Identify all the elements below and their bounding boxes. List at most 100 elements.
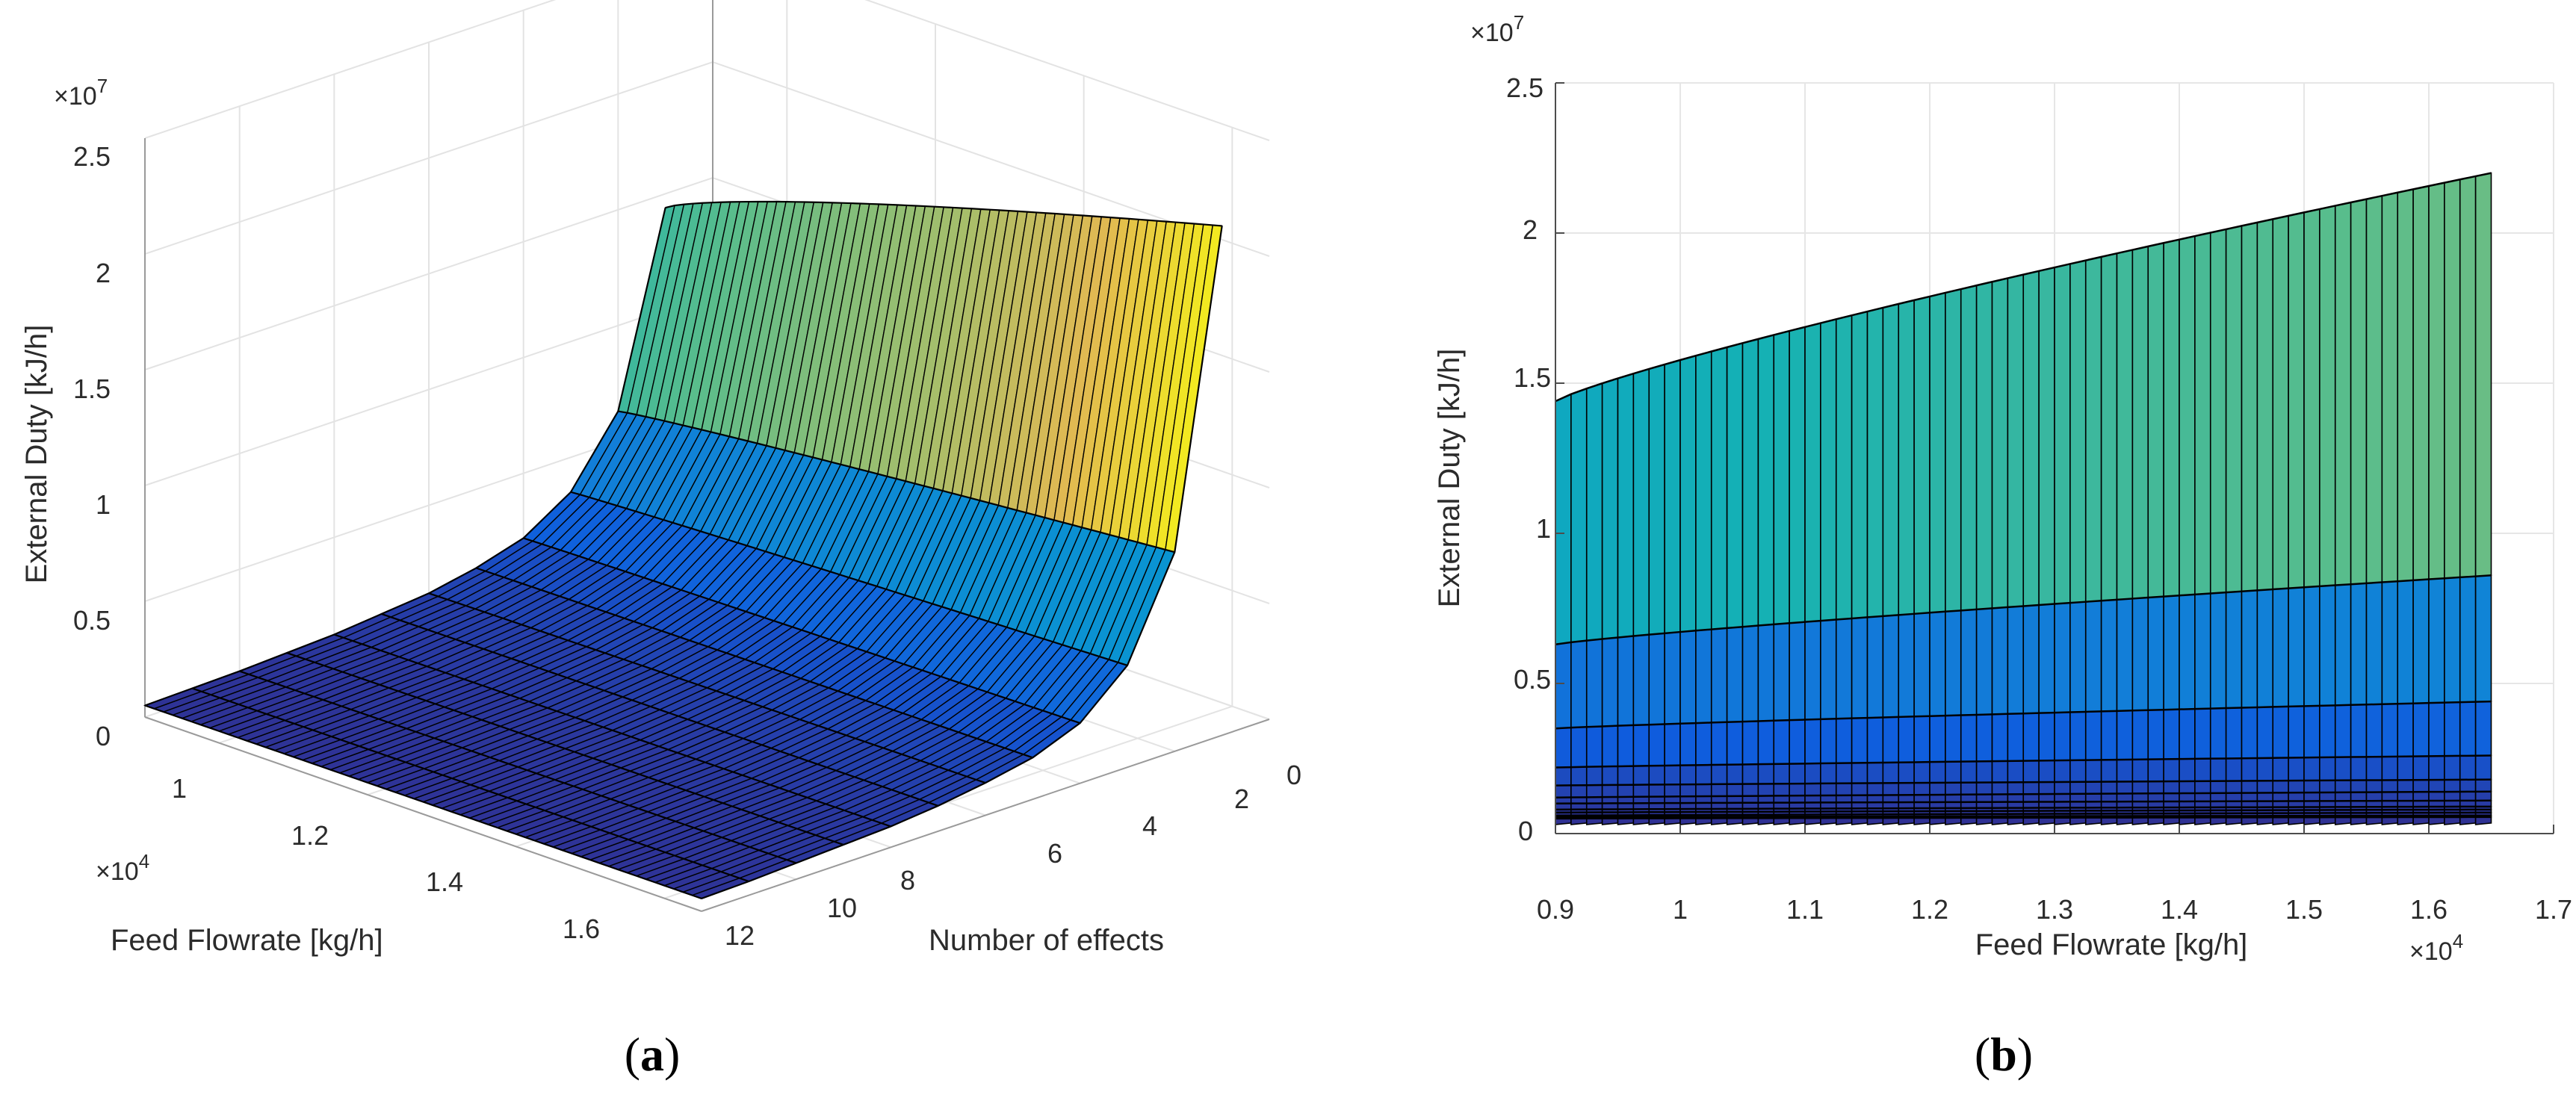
b-band-12-cell-32 (2054, 816, 2071, 825)
b-band-4-cell-45 (2256, 757, 2274, 782)
b-band-5-cell-36 (2116, 781, 2134, 795)
b-xtick-3: 1.2 (1911, 894, 1948, 925)
a-ytick-1: 2 (1234, 784, 1249, 814)
a-surface-row-line-10 (239, 670, 797, 864)
b-band-5-cell-18 (1835, 782, 1853, 796)
b-band-12-cell-31 (2038, 816, 2055, 825)
b-band-5-cell-55 (2412, 779, 2430, 793)
b-band-12-cell-30 (2022, 816, 2040, 825)
b-band-6-cell-27 (1975, 793, 1993, 803)
a-ztick-1: 0.5 (73, 605, 111, 636)
b-band-5-cell-43 (2225, 780, 2243, 794)
b-band-5-cell-7 (1664, 784, 1681, 798)
b-ytick-5: 2.5 (1506, 72, 1544, 103)
b-band-5-cell-20 (1866, 782, 1884, 796)
b-band-1-cell-14 (1773, 330, 1790, 625)
b-band-1-cell-3 (1601, 377, 1619, 640)
b-band-5-cell-58 (2459, 778, 2477, 792)
b-band-2-cell-40 (2179, 593, 2196, 710)
b-band-1-cell-7 (1664, 359, 1681, 634)
b-band-5-cell-44 (2241, 780, 2258, 794)
b-band-6-cell-55 (2412, 791, 2430, 801)
b-band-1-cell-51 (2350, 198, 2368, 586)
b-band-3-cell-31 (2038, 712, 2055, 762)
a-x-axis (144, 716, 702, 912)
b-band-12-cell-49 (2319, 816, 2336, 825)
a-surface-row-line-2 (618, 410, 1175, 553)
b-band-4-cell-51 (2350, 756, 2368, 781)
b-band-4-cell-37 (2131, 758, 2149, 783)
b-band-12-cell-19 (1851, 817, 1868, 825)
b-band-2-cell-44 (2241, 589, 2258, 709)
b-band-6-cell-51 (2350, 791, 2368, 802)
b-band-6-cell-42 (2209, 792, 2227, 802)
b-band-4-cell-0 (1555, 766, 1572, 787)
b-band-1-cell-1 (1570, 388, 1588, 643)
b-band-12-cell-24 (1929, 817, 1946, 825)
b-band-3-cell-18 (1835, 717, 1853, 764)
b-band-1-cell-11 (1726, 342, 1744, 629)
b-band-5-cell-40 (2179, 781, 2196, 794)
b-band-3-cell-21 (1882, 716, 1900, 763)
b-band-5-cell-1 (1570, 784, 1588, 798)
b-band-5-cell-33 (2069, 781, 2087, 795)
b-band-12-cell-28 (1991, 817, 2009, 825)
b-band-4-cell-24 (1929, 761, 1946, 784)
b-band-5-cell-19 (1851, 782, 1868, 796)
a-surface-row-line-11 (191, 687, 749, 883)
b-band-12-cell-39 (2163, 816, 2180, 825)
b-band-4-cell-47 (2288, 757, 2305, 781)
b-band-4-cell-20 (1866, 762, 1884, 784)
b-band-3-cell-53 (2381, 703, 2399, 757)
b-y-exponent: ×107 (1470, 11, 1524, 47)
b-band-3-cell-37 (2131, 709, 2149, 760)
b-band-4-cell-38 (2147, 758, 2164, 783)
b-series-line-7 (1555, 799, 2492, 805)
b-band-3-cell-14 (1773, 719, 1790, 765)
b-band-5-cell-39 (2163, 781, 2180, 794)
b-band-3-cell-30 (2022, 712, 2040, 762)
b-band-5-cell-22 (1898, 782, 1915, 796)
b-band-3-cell-28 (1991, 713, 2009, 762)
a-ytick-5: 10 (827, 893, 857, 923)
b-band-12-cell-48 (2303, 816, 2320, 825)
b-band-12-cell-21 (1882, 817, 1900, 825)
b-band-3-cell-57 (2444, 701, 2461, 757)
b-band-1-cell-10 (1710, 346, 1728, 630)
b-band-6-cell-40 (2179, 792, 2196, 802)
b-band-6-cell-30 (2022, 793, 2040, 803)
b-band-4-cell-32 (2054, 760, 2071, 783)
b-band-5-cell-42 (2209, 780, 2227, 794)
b-band-2-cell-14 (1773, 622, 1790, 722)
b-band-12-cell-50 (2334, 816, 2352, 825)
a-surface-row-line-3 (570, 491, 1128, 666)
a-ztick-4: 2 (96, 258, 111, 288)
b-band-1-cell-29 (2007, 273, 2025, 608)
b-band-6-cell-26 (1960, 793, 1978, 803)
b-band-1-cell-49 (2319, 205, 2336, 587)
b-band-12-cell-17 (1820, 817, 1837, 825)
b-band-5-cell-5 (1632, 784, 1650, 798)
b-band-4-cell-43 (2225, 757, 2243, 782)
b-band-4-cell-27 (1975, 760, 1993, 784)
b-band-1-cell-37 (2131, 245, 2149, 600)
b-band-5-cell-47 (2288, 780, 2305, 794)
b-band-1-cell-34 (2084, 255, 2102, 603)
b-band-12-cell-59 (2474, 816, 2492, 825)
b-band-6-cell-13 (1757, 795, 1775, 804)
b-band-3-cell-26 (1960, 714, 1978, 763)
b-ytick-3: 1.5 (1514, 362, 1551, 393)
b-band-3-cell-9 (1695, 722, 1712, 766)
b-band-1-cell-35 (2100, 252, 2118, 602)
b-series-line-10 (1555, 811, 2492, 817)
b-band-4-cell-49 (2319, 756, 2336, 781)
b-band-6-cell-34 (2084, 792, 2102, 803)
b-series-line-1 (1555, 172, 2492, 403)
b-band-3-cell-13 (1757, 719, 1775, 765)
b-band-1-cell-24 (1929, 291, 1946, 614)
b-band-6-cell-45 (2256, 792, 2274, 802)
b-band-12-cell-44 (2241, 816, 2258, 825)
b-band-2-cell-42 (2209, 592, 2227, 710)
b-band-4-cell-30 (2022, 760, 2040, 784)
b-band-4-cell-57 (2444, 755, 2461, 781)
